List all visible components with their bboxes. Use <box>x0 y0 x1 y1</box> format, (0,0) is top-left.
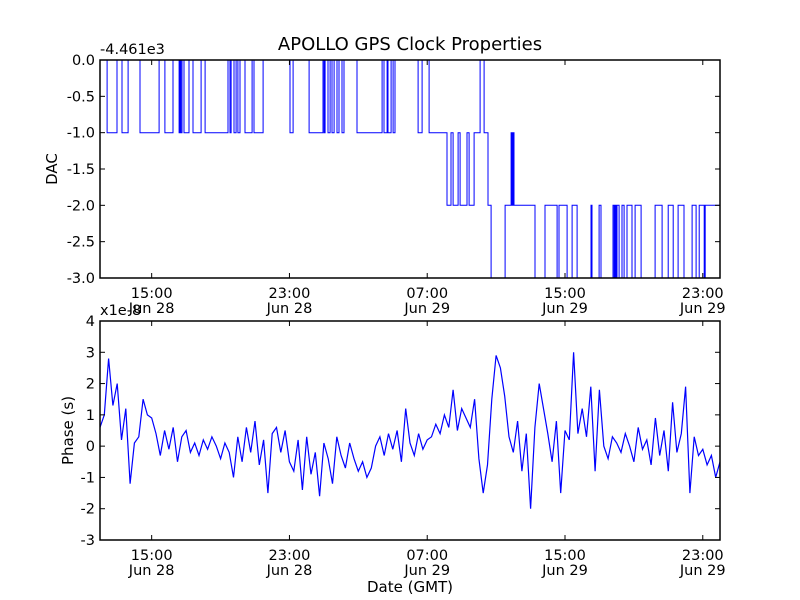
y-tick-label: -1.5 <box>67 162 95 178</box>
x-tick-time-label: 23:00 <box>682 548 724 564</box>
x-tick-time-label: 23:00 <box>269 286 311 302</box>
x-tick-time-label: 15:00 <box>131 548 173 564</box>
x-tick-time-label: 15:00 <box>544 548 586 564</box>
x-tick-date-label: Jun 28 <box>128 301 175 317</box>
phase-series-line <box>99 352 721 509</box>
x-tick-date-label: Jun 29 <box>541 563 588 579</box>
phase-axes-frame <box>99 320 721 541</box>
y-tick-label: 2 <box>86 377 95 393</box>
x-tick-date-label: Jun 29 <box>679 301 726 317</box>
dac-series-line <box>100 59 720 279</box>
y-tick-label: 4 <box>86 314 95 330</box>
x-tick-time-label: 07:00 <box>406 286 448 302</box>
dac-y-axis-label: DAC <box>43 153 61 185</box>
x-tick-time-label: 23:00 <box>682 286 724 302</box>
x-tick-time-label: 23:00 <box>269 548 311 564</box>
x-tick-time-label: 07:00 <box>406 548 448 564</box>
x-tick-date-label: Jun 29 <box>403 301 450 317</box>
chart-title: APOLLO GPS Clock Properties <box>278 34 542 55</box>
y-tick-label: -3.0 <box>67 271 95 287</box>
x-axis-label: Date (GMT) <box>367 578 453 596</box>
x-tick-date-label: Jun 28 <box>128 563 175 579</box>
y-tick-label: 0 <box>86 439 95 455</box>
y-tick-label: 0.0 <box>72 53 95 69</box>
x-tick-date-label: Jun 28 <box>266 301 313 317</box>
y-tick-label: 1 <box>86 408 95 424</box>
dac-offset-label: -4.461e3 <box>100 42 165 58</box>
y-tick-label: -2.0 <box>67 198 95 214</box>
phase-y-axis-label: Phase (s) <box>59 396 77 465</box>
x-tick-date-label: Jun 28 <box>266 563 313 579</box>
x-tick-date-label: Jun 29 <box>541 301 588 317</box>
x-tick-time-label: 15:00 <box>544 286 586 302</box>
x-tick-date-label: Jun 29 <box>403 563 450 579</box>
x-tick-date-label: Jun 29 <box>679 563 726 579</box>
phase-offset-label: x1e-8 <box>100 303 141 319</box>
y-tick-label: -1 <box>81 470 95 486</box>
y-tick-label: -2 <box>81 502 95 518</box>
y-tick-label: 3 <box>86 345 95 361</box>
y-tick-label: -2.5 <box>67 235 95 251</box>
y-tick-label: -3 <box>81 533 95 549</box>
y-tick-label: -0.5 <box>67 89 95 105</box>
x-tick-time-label: 15:00 <box>131 286 173 302</box>
y-tick-label: -1.0 <box>67 126 95 142</box>
